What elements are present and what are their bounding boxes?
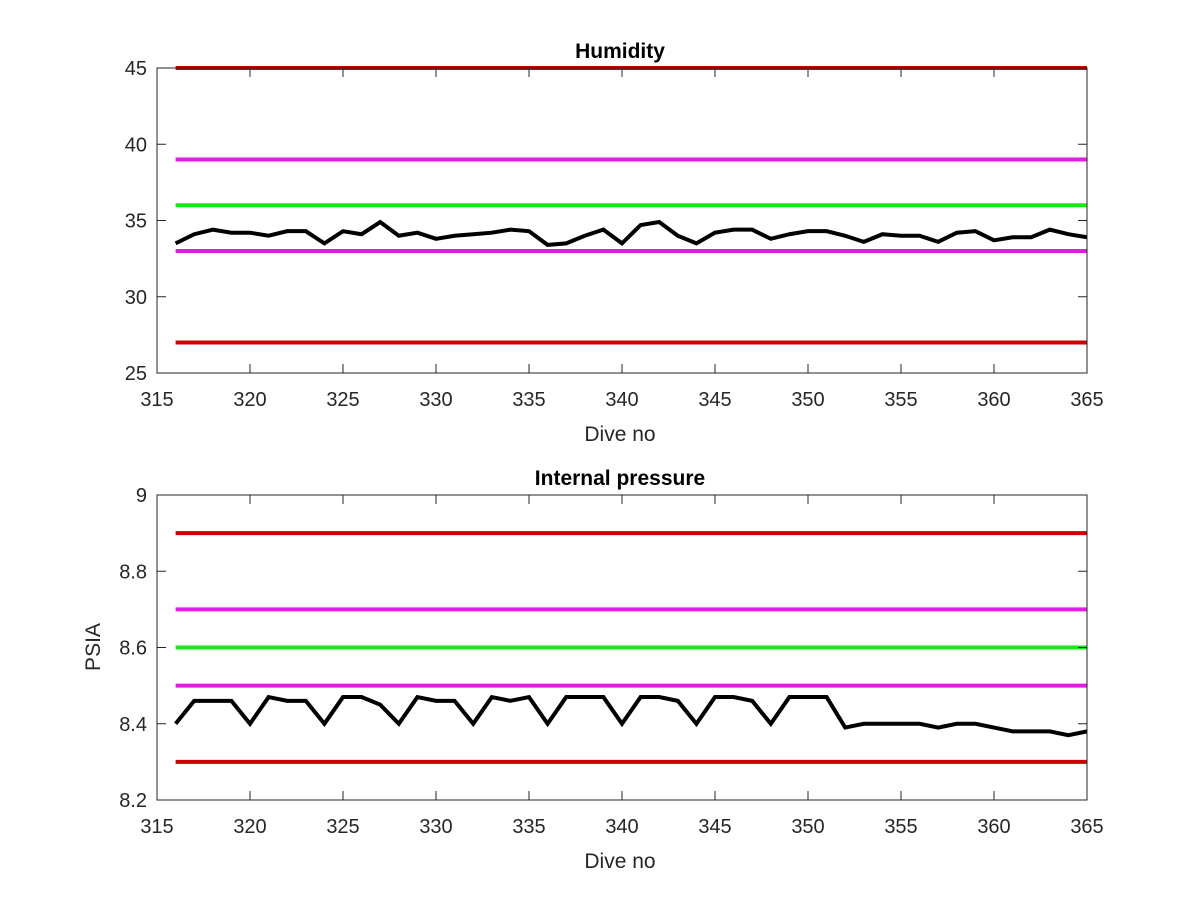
series-line [174, 694, 1088, 738]
y-tick-label: 35 [125, 211, 147, 233]
axes-frame [156, 67, 1088, 374]
x-tick-label: 315 [140, 389, 173, 411]
x-tick-label: 360 [977, 389, 1010, 411]
y-tick-label: 8.4 [119, 714, 147, 736]
y-tick-label: 9 [136, 485, 147, 507]
y-tick-label: 8.8 [119, 561, 147, 583]
x-tick-label: 330 [419, 816, 452, 838]
y-axis-label: PSIA [82, 623, 105, 671]
x-tick-label: 365 [1070, 389, 1103, 411]
series-line [174, 219, 1088, 247]
chart-title: Internal pressure [535, 467, 705, 490]
x-tick-label: 315 [140, 816, 173, 838]
y-tick-label: 8.6 [119, 638, 147, 660]
x-tick-label: 340 [605, 816, 638, 838]
x-tick-label: 340 [605, 389, 638, 411]
x-tick-label: 355 [884, 816, 917, 838]
x-tick-label: 365 [1070, 816, 1103, 838]
x-tick-label: 320 [233, 389, 266, 411]
internal-pressure-chart: Internal pressure Dive no PSIA 315 320 325… [82, 467, 1104, 873]
x-tick-label: 350 [791, 816, 824, 838]
x-tick-label: 335 [512, 389, 545, 411]
y-tick-label: 25 [125, 363, 147, 385]
x-tick-label: 335 [512, 816, 545, 838]
chart-title: Humidity [575, 40, 665, 63]
x-tick-label: 345 [698, 816, 731, 838]
x-tick-label: 345 [698, 389, 731, 411]
y-tick-label: 45 [125, 58, 147, 80]
x-tick-label: 360 [977, 816, 1010, 838]
x-axis-label: Dive no [584, 850, 655, 873]
x-tick-label: 320 [233, 816, 266, 838]
x-tick-label: 350 [791, 389, 824, 411]
x-tick-label: 325 [326, 816, 359, 838]
humidity-chart: Humidity Dive no 315 320 325 330 335 340 345 35… [125, 40, 1104, 446]
y-tick-label: 40 [125, 134, 147, 156]
y-tick-label: 8.2 [119, 790, 147, 812]
x-tick-label: 355 [884, 389, 917, 411]
x-tick-label: 325 [326, 389, 359, 411]
x-tick-label: 330 [419, 389, 452, 411]
x-axis-label: Dive no [584, 423, 655, 446]
y-tick-label: 30 [125, 287, 147, 309]
